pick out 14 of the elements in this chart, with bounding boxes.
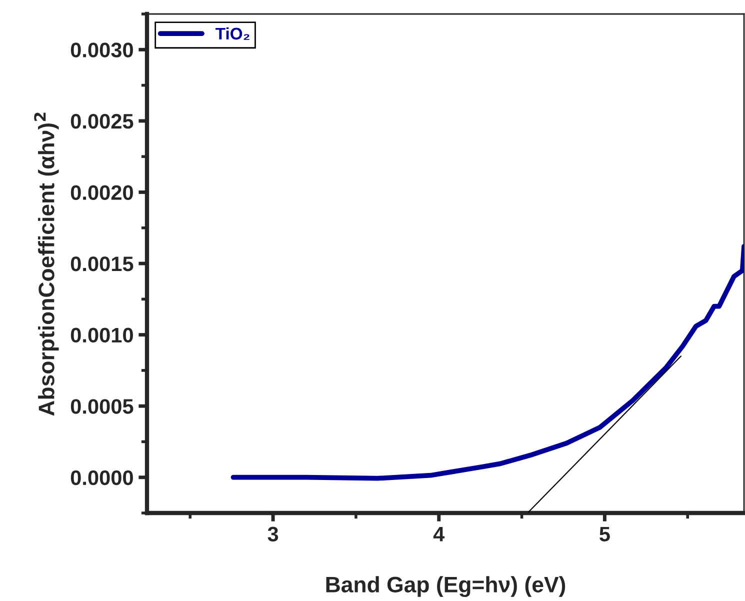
x-tick-label: 3: [268, 526, 278, 542]
y-tick-label: 0.0030: [70, 42, 133, 58]
y-tick-label: 0.0000: [70, 470, 133, 486]
y-tick-label: 0.0005: [70, 399, 134, 414]
y-tick-label: 0.0010: [70, 328, 133, 343]
y-tick-label: 0.0025: [70, 114, 134, 129]
line-series: [230, 244, 744, 481]
x-axis-title: Band Gap (Eg=hν) (eV): [326, 576, 566, 597]
y-tick-label: 0.0020: [70, 185, 133, 200]
x-tick-label: 4: [433, 526, 445, 542]
x-tick-label: 5: [600, 526, 610, 542]
y-tick-label: 0.0015: [70, 256, 134, 272]
y-axis-title: AbsorptionCoefficient (αhν)$^{2}$: [34, 112, 59, 416]
legend-label: TiO₂: [216, 27, 250, 40]
